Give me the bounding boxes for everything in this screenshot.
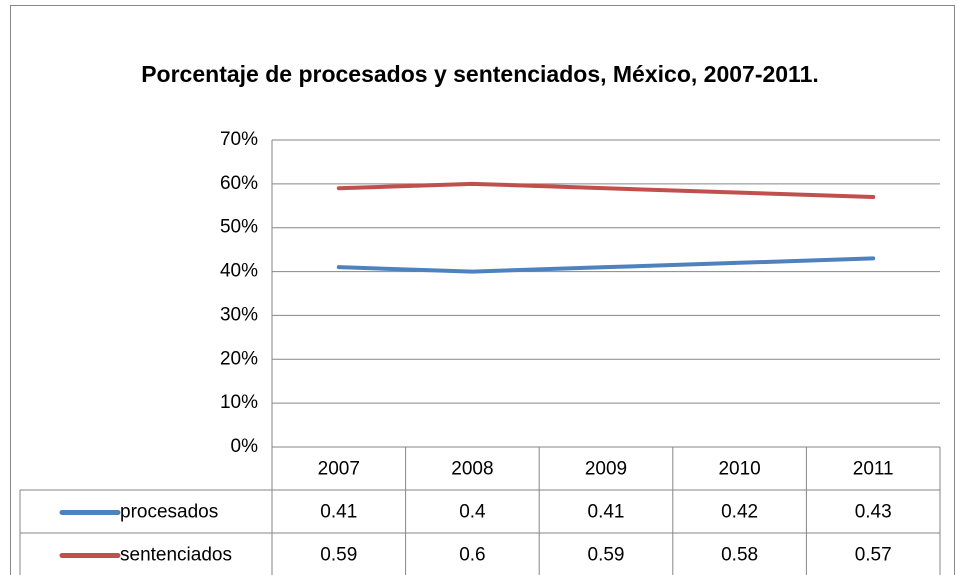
table-value: 0.59: [320, 545, 357, 566]
chart-title: Porcentaje de procesados y sentenciados,…: [141, 61, 819, 87]
table-value: 0.41: [588, 502, 625, 523]
table-value: 0.41: [320, 502, 357, 523]
y-tick-label: 50%: [220, 217, 258, 238]
y-tick-label: 30%: [220, 304, 258, 325]
table-value: 0.6: [459, 545, 485, 566]
y-tick-label: 40%: [220, 261, 258, 282]
x-tick-label: 2008: [451, 459, 493, 480]
series-line: [336, 256, 876, 274]
table-value: 0.58: [721, 545, 758, 566]
series-line: [336, 181, 876, 200]
y-tick-label: 20%: [220, 348, 258, 369]
y-tick-label: 60%: [220, 173, 258, 194]
y-tick-label: 70%: [220, 129, 258, 150]
x-tick-label: 2007: [318, 459, 360, 480]
table-value: 0.57: [855, 545, 892, 566]
table-value: 0.43: [855, 502, 892, 523]
table-value: 0.42: [721, 502, 758, 523]
y-tick-label: 10%: [220, 392, 258, 413]
x-tick-label: 2010: [718, 459, 760, 480]
x-tick-label: 2011: [853, 459, 894, 480]
x-tick-label: 2009: [585, 459, 627, 480]
chart-border: [10, 5, 955, 575]
table-value: 0.4: [459, 502, 486, 523]
legend-label: procesados: [120, 502, 218, 523]
legend-label: sentenciados: [120, 545, 232, 566]
y-tick-label: 0%: [231, 436, 259, 457]
table-value: 0.59: [588, 545, 625, 566]
